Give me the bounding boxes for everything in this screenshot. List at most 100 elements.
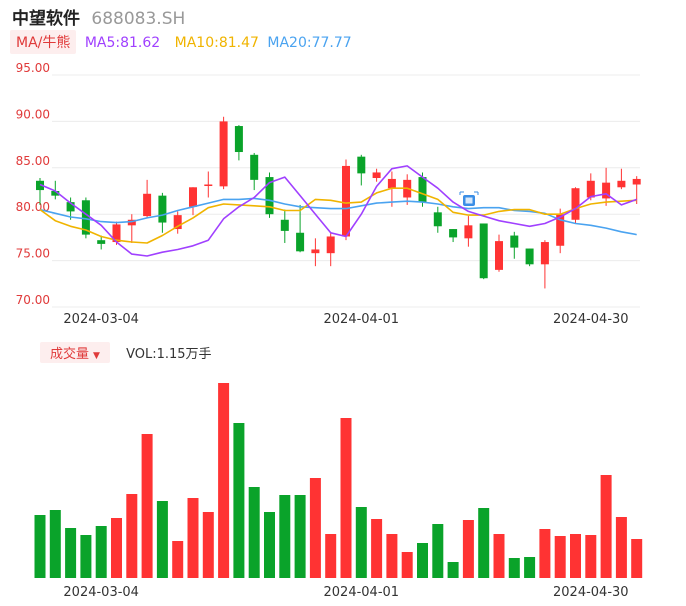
volume-bar bbox=[447, 562, 459, 578]
volume-bars bbox=[34, 383, 643, 578]
ma-toggle-button[interactable]: MA/牛熊 bbox=[10, 30, 77, 54]
candle-body bbox=[158, 195, 167, 223]
candle bbox=[204, 171, 213, 198]
date-tick-label: 2024-03-04 bbox=[63, 312, 139, 327]
ma20-line bbox=[39, 197, 637, 236]
ma10-line bbox=[39, 187, 637, 244]
volume-select-button[interactable]: 成交量 ▼ bbox=[40, 342, 110, 363]
candle-body bbox=[311, 249, 320, 254]
volume-select-label: 成交量 bbox=[50, 347, 90, 362]
volume-bar bbox=[309, 478, 321, 578]
ma5-line bbox=[39, 165, 637, 257]
candle-body bbox=[372, 172, 381, 179]
candle-body bbox=[357, 156, 366, 174]
candle-body bbox=[280, 219, 289, 231]
candle bbox=[556, 208, 565, 254]
candle bbox=[632, 176, 641, 204]
candle bbox=[173, 211, 182, 234]
ma-lines bbox=[39, 165, 637, 257]
volume-bar bbox=[294, 495, 306, 578]
candle bbox=[372, 168, 381, 182]
volume-bar bbox=[615, 517, 627, 578]
candle-body bbox=[189, 187, 197, 207]
candle-body bbox=[632, 178, 641, 185]
candle bbox=[127, 214, 136, 243]
candle-body bbox=[586, 180, 595, 198]
candle bbox=[449, 229, 458, 243]
candle bbox=[464, 216, 473, 247]
volume-bar bbox=[371, 519, 383, 578]
candle bbox=[280, 209, 289, 243]
candle bbox=[36, 178, 44, 205]
price-tick-label: 90.00 bbox=[16, 107, 50, 121]
candle-body bbox=[342, 165, 350, 237]
candle bbox=[143, 179, 152, 218]
volume-bar bbox=[570, 534, 581, 578]
candle bbox=[510, 231, 519, 259]
volume-legend: 成交量 ▼ VOL:1.15万手 bbox=[40, 342, 212, 363]
volume-bar bbox=[539, 529, 551, 578]
candle-body bbox=[219, 121, 228, 187]
candle-body bbox=[617, 180, 626, 188]
candle-body bbox=[173, 215, 182, 230]
date-tick-label: 2024-04-30 bbox=[553, 585, 629, 600]
candle-body bbox=[97, 240, 106, 244]
volume-bar bbox=[355, 507, 367, 578]
ma20-label: MA20:77.77 bbox=[267, 35, 352, 51]
candle-body bbox=[250, 154, 259, 180]
candle-body bbox=[433, 212, 442, 227]
price-tick-label: 85.00 bbox=[16, 154, 50, 168]
event-marker-inner bbox=[465, 197, 473, 204]
volume-bar bbox=[631, 539, 643, 578]
volume-bar bbox=[218, 383, 230, 578]
candle bbox=[311, 238, 320, 267]
volume-bar bbox=[65, 528, 77, 578]
ma10-label: MA10:81.47 bbox=[174, 35, 259, 51]
candle bbox=[387, 171, 396, 207]
candle-body bbox=[234, 126, 243, 153]
volume-bar bbox=[34, 515, 46, 578]
volume-bar bbox=[202, 512, 214, 578]
candle-body bbox=[143, 193, 152, 217]
date-tick-label: 2024-03-04 bbox=[63, 585, 139, 600]
ma5-label: MA5:81.62 bbox=[84, 35, 161, 51]
stock-title: 中望软件 688083.SH bbox=[12, 4, 185, 29]
volume-bar bbox=[600, 475, 612, 578]
candle-body bbox=[326, 236, 335, 254]
volume-bar bbox=[524, 557, 536, 578]
volume-bar bbox=[462, 520, 474, 578]
candle-body bbox=[296, 232, 305, 252]
candlestick-series bbox=[36, 116, 641, 289]
candle-body bbox=[66, 202, 75, 212]
candle-body bbox=[418, 177, 427, 203]
candle-body bbox=[464, 225, 473, 239]
candle bbox=[81, 197, 90, 239]
date-tick-label: 2024-04-01 bbox=[324, 585, 400, 600]
event-marker[interactable] bbox=[459, 191, 479, 206]
volume-bar bbox=[141, 434, 153, 578]
volume-bar bbox=[554, 536, 566, 578]
candle-body bbox=[265, 177, 274, 215]
candle-body bbox=[127, 219, 136, 226]
candle-body bbox=[556, 214, 565, 246]
candle bbox=[418, 172, 427, 207]
candle bbox=[326, 232, 335, 267]
volume-bar bbox=[111, 518, 122, 578]
volume-bar bbox=[49, 510, 61, 578]
volume-bar bbox=[187, 498, 199, 578]
date-tick-label: 2024-04-30 bbox=[553, 312, 629, 327]
candle bbox=[158, 192, 167, 233]
candle-body bbox=[387, 178, 396, 189]
volume-bar bbox=[386, 534, 398, 578]
stock-code: 688083.SH bbox=[91, 9, 186, 29]
candle bbox=[571, 187, 580, 224]
price-tick-label: 75.00 bbox=[16, 247, 50, 261]
event-marker-bracket bbox=[459, 191, 479, 195]
candle-body bbox=[449, 229, 458, 238]
volume-bar bbox=[233, 423, 245, 578]
price-tick-label: 95.00 bbox=[16, 61, 50, 75]
candle-body bbox=[112, 224, 121, 243]
date-axis: 2024-03-04 2024-03-04 2024-04-01 2024-04-01… bbox=[63, 312, 628, 600]
price-tick-label: 80.00 bbox=[16, 200, 50, 214]
candle bbox=[540, 240, 549, 289]
